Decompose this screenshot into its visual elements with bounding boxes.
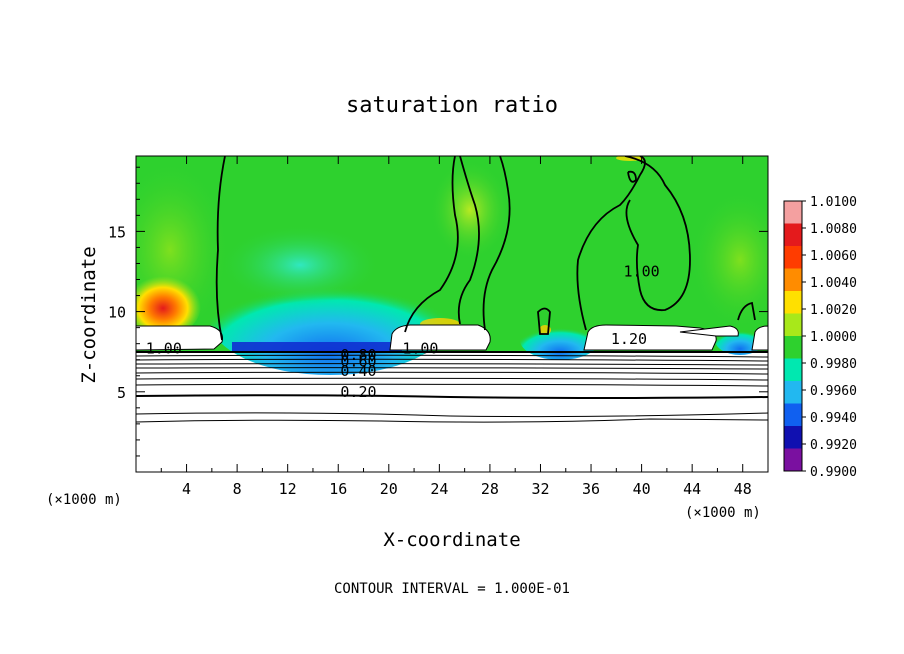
- x-tick-label: 36: [582, 480, 600, 498]
- x-tick-label: 32: [531, 480, 549, 498]
- contour-label: 1.00: [402, 339, 438, 357]
- colorbar: 1.0100 1.0080 1.0060 1.0040 1.0020 1.0000 0.99…: [783, 195, 857, 480]
- colorbar-swatch: [784, 268, 802, 292]
- colorbar-swatch: [784, 313, 802, 337]
- x-unit-right: (×1000 m): [685, 505, 761, 521]
- x-tick-label: 16: [329, 480, 347, 498]
- colorbar-label: 0.9920: [810, 438, 857, 453]
- colorbar-swatch: [784, 426, 802, 449]
- colorbar-swatch: [784, 246, 802, 269]
- contour-label: 0.60: [340, 352, 376, 370]
- contour-label: 0.40: [340, 362, 376, 380]
- colorbar-label: 1.0080: [810, 222, 857, 237]
- x-tick-label: 40: [633, 480, 651, 498]
- colorbar-label: 1.0100: [810, 195, 857, 210]
- contour-label: 1.00: [146, 339, 182, 357]
- colorbar-label: 0.9900: [810, 465, 857, 480]
- contour-label: 0.80: [340, 346, 376, 364]
- colorbar-label: 1.0040: [810, 276, 857, 291]
- field-blue-band: [232, 342, 402, 351]
- colorbar-swatch: [784, 448, 802, 472]
- x-tick-label: 24: [430, 480, 448, 498]
- field-lime-mid: [430, 160, 510, 260]
- x-tick-label: 12: [279, 480, 297, 498]
- x-tick-label: 28: [481, 480, 499, 498]
- y-tick-label: 15: [108, 223, 126, 241]
- y-tick-label: 5: [117, 384, 126, 402]
- colorbar-label: 0.9940: [810, 411, 857, 426]
- colorbar-swatch: [784, 201, 802, 224]
- cloud-lens-4: [679, 325, 739, 337]
- y-axis-label: Z-coordinate: [78, 246, 100, 383]
- y-axis: 5 10 15: [108, 166, 768, 457]
- contour-label: 1.00: [624, 262, 660, 280]
- x-tick-label: 48: [734, 480, 752, 498]
- x-tick-label: 44: [683, 480, 701, 498]
- field-cyan-upper: [220, 225, 380, 305]
- cloud-lens-3: [583, 324, 717, 351]
- field-red-max: [136, 273, 201, 337]
- chart-title: saturation ratio: [346, 93, 558, 118]
- colorbar-label: 0.9980: [810, 357, 857, 372]
- x-tick-label: 4: [182, 480, 191, 498]
- contour-label: 1.20: [611, 330, 647, 348]
- field-lime-right: [690, 190, 768, 330]
- colorbar-swatch: [784, 336, 802, 359]
- cloud-lens-5: [751, 325, 768, 351]
- colorbar-label: 1.0000: [810, 330, 857, 345]
- cloud-lens-2: [389, 324, 491, 351]
- footer-contour-interval: CONTOUR INTERVAL = 1.000E-01: [334, 581, 570, 597]
- contours-lower: [136, 351, 768, 423]
- plot-area: 1.00 0.800.600.40 0.20 1.00 1.20 1.00: [136, 156, 768, 472]
- colorbar-swatch: [784, 403, 802, 427]
- x-tick-label: 20: [380, 480, 398, 498]
- colorbar-swatch: [784, 358, 802, 382]
- x-axis-label: X-coordinate: [383, 529, 520, 551]
- contour-label: 0.20: [340, 383, 376, 401]
- plot-frame: [135, 155, 769, 473]
- colorbar-swatch: [784, 381, 802, 404]
- colorbar-swatch: [784, 223, 802, 247]
- x-unit-left: (×1000 m): [46, 492, 122, 508]
- colorbar-label: 0.9960: [810, 384, 857, 399]
- y-tick-label: 10: [108, 304, 126, 322]
- colorbar-label: 1.0020: [810, 303, 857, 318]
- x-axis: 4 8 12 16 20 24 28 32 36 40 44 48: [160, 156, 752, 498]
- colorbar-swatch: [784, 291, 802, 314]
- x-tick-label: 8: [233, 480, 242, 498]
- contours-1.00: [215, 156, 756, 341]
- colorbar-label: 1.0060: [810, 249, 857, 264]
